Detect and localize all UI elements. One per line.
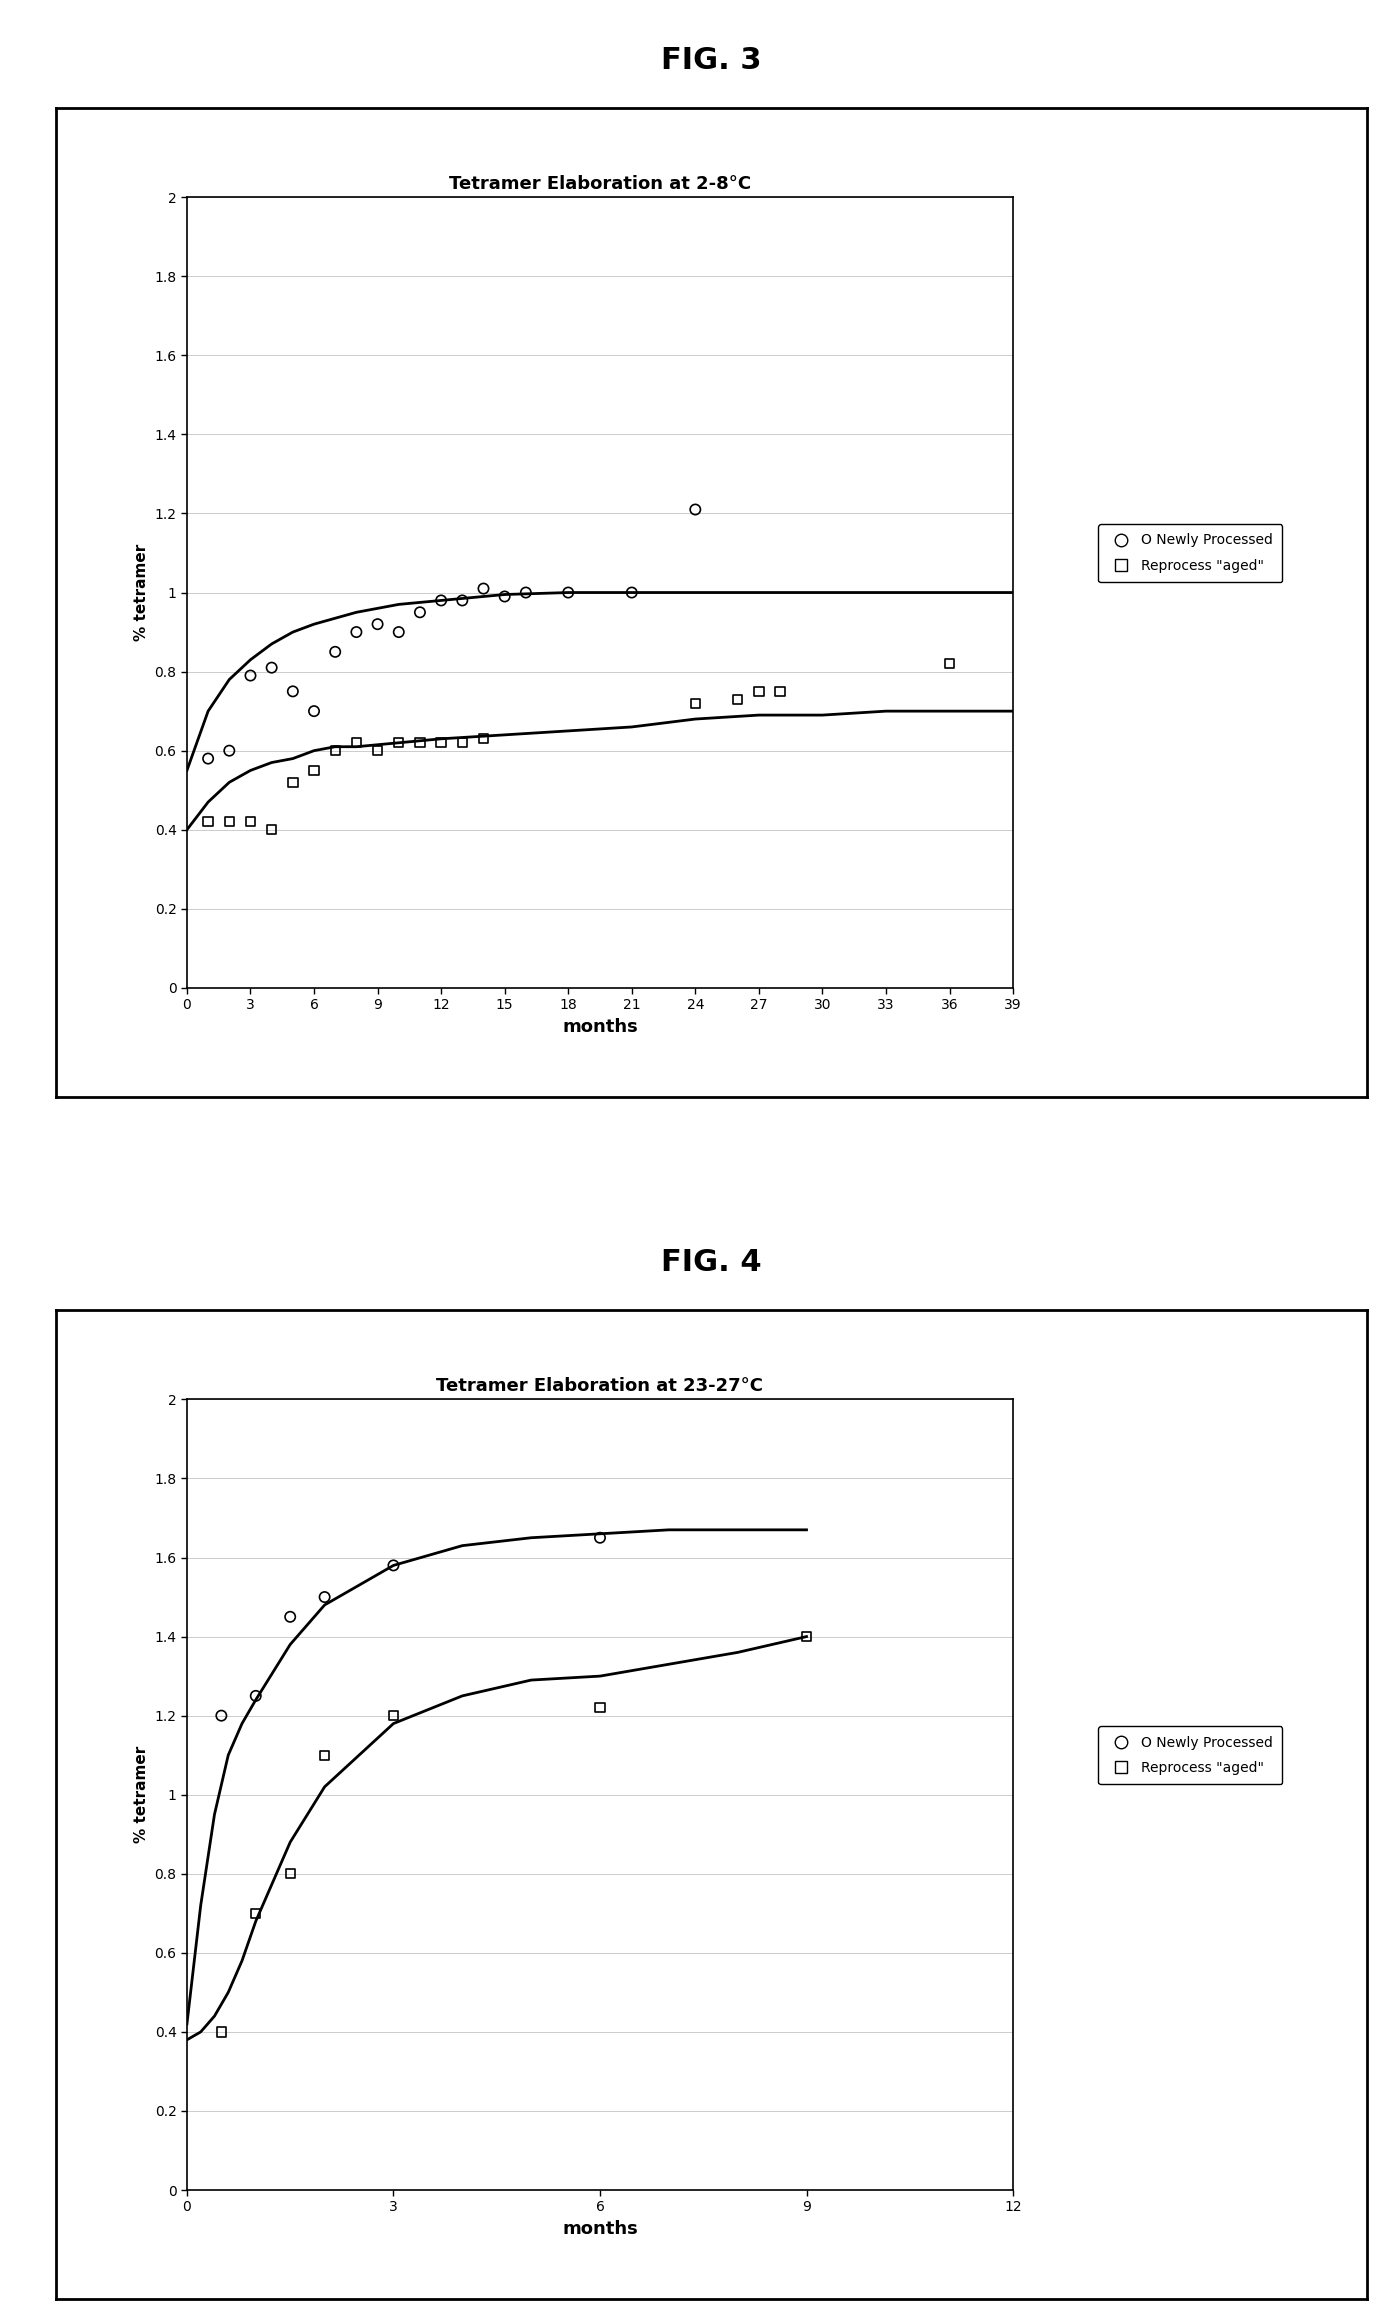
Legend: O Newly Processed, Reprocess "aged": O Newly Processed, Reprocess "aged" <box>1098 525 1282 583</box>
Text: FIG. 3: FIG. 3 <box>661 46 762 74</box>
Legend: O Newly Processed, Reprocess "aged": O Newly Processed, Reprocess "aged" <box>1098 1725 1282 1786</box>
Text: FIG. 4: FIG. 4 <box>661 1249 762 1277</box>
